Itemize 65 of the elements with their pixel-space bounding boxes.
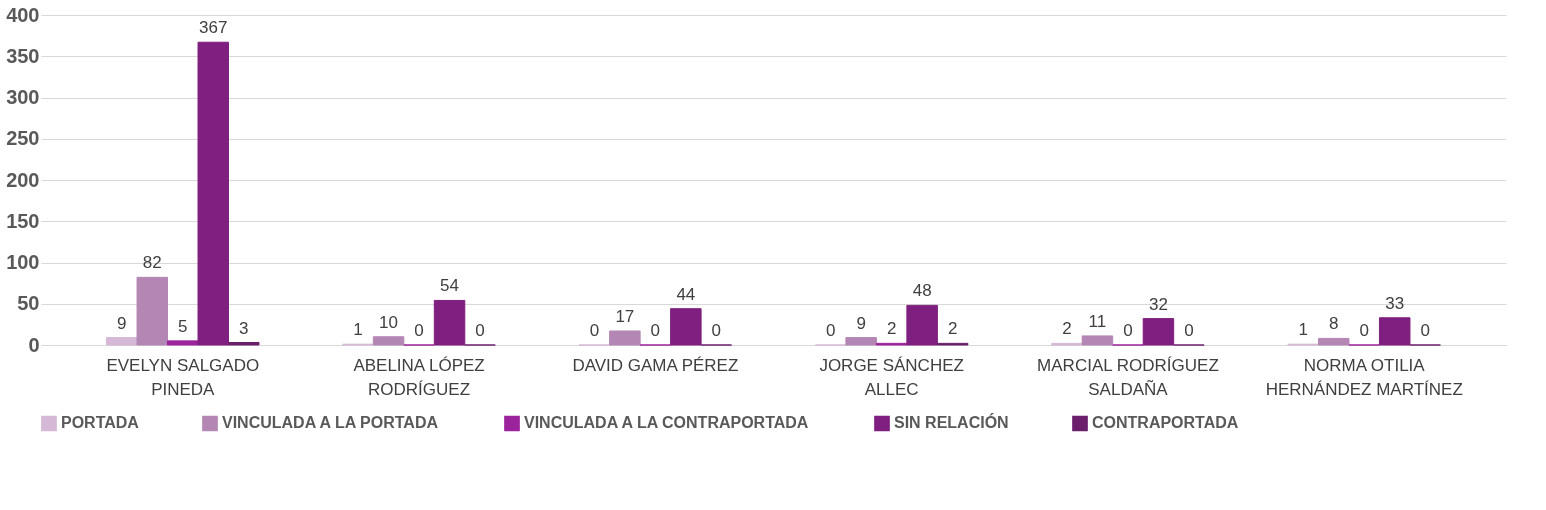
bar bbox=[609, 330, 641, 346]
y-tick-label: 0 bbox=[28, 333, 40, 356]
bar bbox=[1142, 318, 1175, 346]
x-tick-label: NORMA OTILIA HERNÁNDEZ MARTÍNEZ bbox=[1265, 355, 1463, 399]
data-label: 1 bbox=[353, 320, 363, 340]
data-label: 2 bbox=[1062, 319, 1072, 339]
data-label: 0 bbox=[711, 321, 722, 340]
data-label: 10 bbox=[379, 312, 399, 332]
legend-label: VINCULADA A LA CONTRAPORTADA bbox=[524, 414, 809, 432]
bar bbox=[106, 337, 138, 346]
legend-label: PORTADA bbox=[61, 414, 140, 432]
data-label: 17 bbox=[615, 306, 635, 326]
data-label: 367 bbox=[199, 18, 228, 38]
bar bbox=[136, 276, 169, 346]
bar bbox=[845, 337, 877, 346]
data-label: 9 bbox=[117, 313, 127, 333]
data-label: 5 bbox=[178, 316, 188, 336]
bar bbox=[1378, 317, 1411, 346]
data-label: 2 bbox=[947, 319, 958, 339]
data-label: 0 bbox=[414, 321, 424, 340]
y-tick-label: 250 bbox=[6, 127, 40, 150]
data-label: 32 bbox=[1148, 294, 1168, 314]
y-tick-label: 150 bbox=[6, 209, 40, 232]
bar bbox=[372, 336, 405, 346]
x-tick-label: JORGE SÁNCHEZ ALLEC bbox=[819, 355, 964, 399]
x-tick-label: DAVID GAMA PÉREZ bbox=[572, 355, 739, 375]
x-tick-label: MARCIAL RODRÍGUEZ SALDAÑA bbox=[1037, 355, 1219, 399]
bar bbox=[197, 41, 230, 346]
data-label: 8 bbox=[1329, 314, 1339, 334]
data-label: 0 bbox=[1420, 321, 1430, 340]
bar bbox=[1317, 337, 1350, 346]
data-label: 82 bbox=[142, 253, 162, 273]
data-label: 1 bbox=[1298, 320, 1308, 340]
y-tick-label: 200 bbox=[6, 168, 40, 191]
legend-label: SIN RELACIÓN bbox=[894, 413, 1009, 432]
bar bbox=[1081, 335, 1114, 346]
data-label: 2 bbox=[886, 319, 897, 339]
data-label: 0 bbox=[1184, 321, 1194, 340]
data-label: 3 bbox=[239, 318, 249, 338]
data-label: 0 bbox=[475, 321, 485, 340]
x-tick-label: ABELINA LÓPEZ RODRÍGUEZ bbox=[353, 355, 485, 399]
x-tick-label: EVELYN SALGADO PINEDA bbox=[106, 355, 260, 399]
data-label: 0 bbox=[825, 321, 836, 340]
data-label: 44 bbox=[676, 284, 696, 304]
data-label: 48 bbox=[912, 281, 932, 301]
y-tick-label: 300 bbox=[6, 86, 40, 108]
y-tick-label: 350 bbox=[6, 44, 40, 67]
data-label: 0 bbox=[1359, 321, 1369, 340]
bar bbox=[906, 304, 938, 346]
legend-label: CONTRAPORTADA bbox=[1092, 414, 1239, 432]
bar bbox=[670, 308, 702, 346]
bar bbox=[433, 299, 466, 346]
data-label: 54 bbox=[440, 276, 460, 296]
data-label: 0 bbox=[589, 321, 600, 340]
legend-label: VINCULADA A LA PORTADA bbox=[222, 414, 439, 432]
data-label: 0 bbox=[1123, 321, 1133, 340]
bar bbox=[167, 340, 199, 346]
data-label: 0 bbox=[650, 321, 661, 340]
y-tick-label: 400 bbox=[6, 3, 40, 26]
data-label: 33 bbox=[1385, 293, 1405, 313]
y-tick-label: 50 bbox=[17, 292, 40, 315]
data-label: 11 bbox=[1088, 311, 1107, 331]
data-label: 9 bbox=[856, 313, 866, 333]
bar bbox=[228, 342, 260, 346]
y-tick-label: 100 bbox=[6, 251, 40, 273]
